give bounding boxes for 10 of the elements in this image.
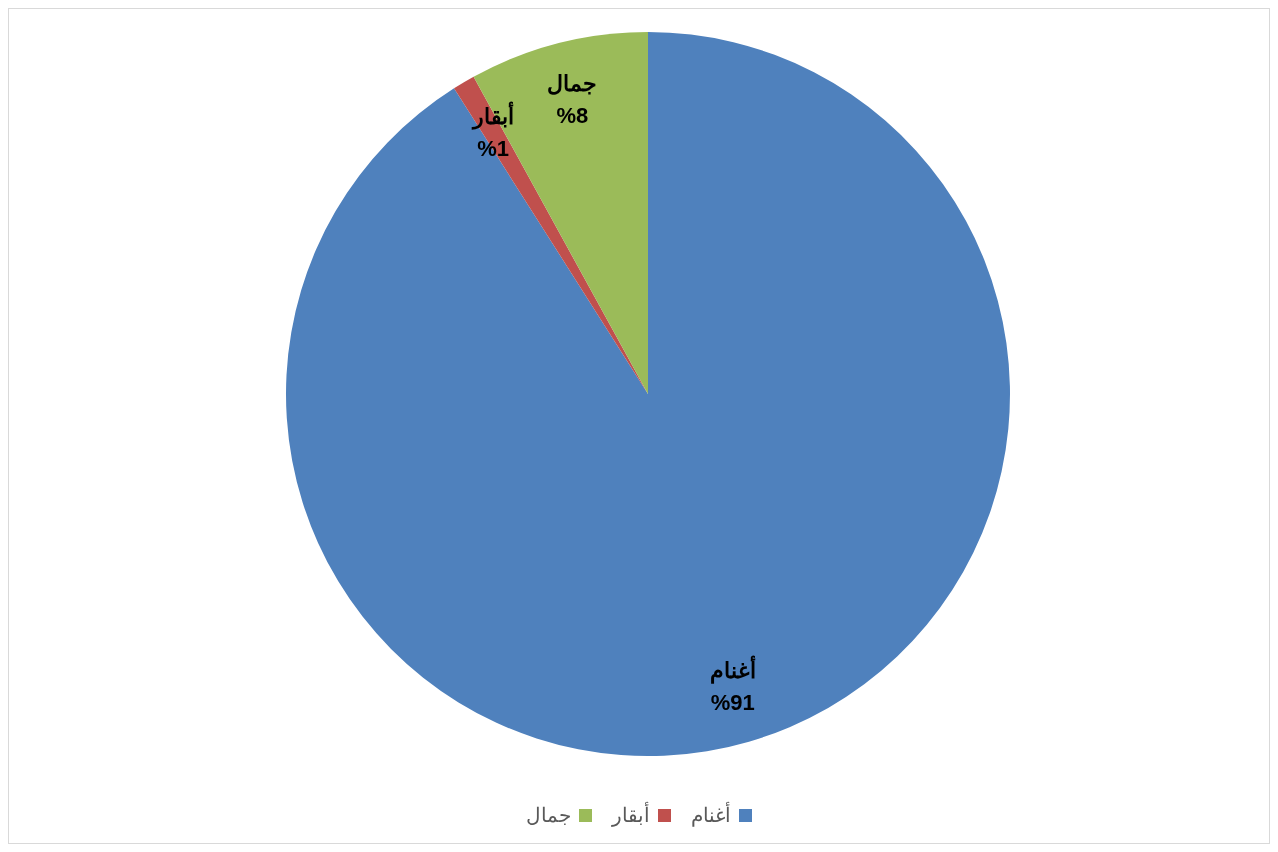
legend-label: أبقار — [612, 803, 650, 827]
data-label: %8 — [556, 103, 589, 129]
pie-slice — [286, 32, 1010, 756]
legend-label: أغنام — [691, 803, 731, 827]
data-label: %91 — [710, 690, 755, 716]
pie-slice — [473, 32, 648, 394]
legend-label: جمال — [526, 803, 571, 827]
slice-label: جمال — [547, 71, 598, 97]
pie-slice — [454, 76, 648, 394]
slice-label: أغنام — [709, 655, 756, 685]
